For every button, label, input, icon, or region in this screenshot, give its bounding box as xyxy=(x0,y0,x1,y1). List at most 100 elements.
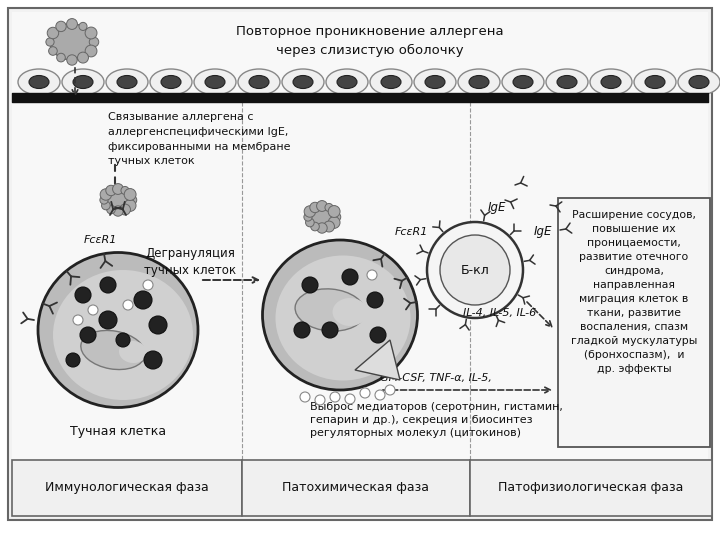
Circle shape xyxy=(149,316,167,334)
Text: Тучная клетка: Тучная клетка xyxy=(70,425,166,438)
Circle shape xyxy=(66,353,80,367)
Ellipse shape xyxy=(425,76,445,89)
Text: FcεR1: FcεR1 xyxy=(395,227,428,237)
Ellipse shape xyxy=(557,76,577,89)
Ellipse shape xyxy=(73,76,93,89)
Ellipse shape xyxy=(62,69,104,95)
Circle shape xyxy=(124,188,136,200)
Circle shape xyxy=(134,291,152,309)
Circle shape xyxy=(323,221,335,232)
Circle shape xyxy=(85,27,97,39)
Circle shape xyxy=(304,206,315,217)
Circle shape xyxy=(143,280,153,290)
Circle shape xyxy=(294,322,310,338)
Circle shape xyxy=(73,315,83,325)
Ellipse shape xyxy=(38,253,198,408)
Text: через слизистую оболочку: через слизистую оболочку xyxy=(276,43,464,57)
Circle shape xyxy=(331,212,341,222)
Ellipse shape xyxy=(50,24,94,60)
Circle shape xyxy=(57,53,66,62)
Circle shape xyxy=(385,385,395,395)
Ellipse shape xyxy=(238,69,280,95)
Circle shape xyxy=(46,38,54,46)
Circle shape xyxy=(120,204,130,215)
Ellipse shape xyxy=(381,76,401,89)
Circle shape xyxy=(370,327,386,343)
Ellipse shape xyxy=(53,270,193,400)
Ellipse shape xyxy=(104,189,132,211)
Ellipse shape xyxy=(370,69,412,95)
Circle shape xyxy=(375,390,385,400)
Circle shape xyxy=(360,388,370,398)
Text: Иммунологическая фаза: Иммунологическая фаза xyxy=(45,482,209,495)
Circle shape xyxy=(80,327,96,343)
Ellipse shape xyxy=(282,69,324,95)
Ellipse shape xyxy=(678,69,720,95)
Circle shape xyxy=(88,305,98,315)
Ellipse shape xyxy=(117,76,137,89)
Ellipse shape xyxy=(469,76,489,89)
Ellipse shape xyxy=(645,76,665,89)
Text: GM-CSF, TNF-α, IL-5,: GM-CSF, TNF-α, IL-5, xyxy=(380,373,492,383)
Circle shape xyxy=(100,189,112,200)
Circle shape xyxy=(78,52,89,63)
Ellipse shape xyxy=(29,76,49,89)
Text: IgE: IgE xyxy=(534,226,552,239)
Ellipse shape xyxy=(546,69,588,95)
Circle shape xyxy=(302,277,318,293)
Circle shape xyxy=(99,311,117,329)
Text: FcεR1: FcεR1 xyxy=(84,235,117,245)
FancyBboxPatch shape xyxy=(470,460,712,516)
Text: IL-4, IL-5, IL-6: IL-4, IL-5, IL-6 xyxy=(464,308,536,318)
Text: Патофизиологическая фаза: Патофизиологическая фаза xyxy=(498,482,684,495)
Circle shape xyxy=(75,287,91,303)
Circle shape xyxy=(89,37,99,47)
Circle shape xyxy=(317,200,328,212)
Ellipse shape xyxy=(150,69,192,95)
Circle shape xyxy=(107,205,115,214)
Ellipse shape xyxy=(293,76,313,89)
Circle shape xyxy=(112,184,123,194)
Circle shape xyxy=(106,185,116,195)
Ellipse shape xyxy=(308,206,336,228)
Text: IgE: IgE xyxy=(488,201,506,214)
Ellipse shape xyxy=(81,330,145,369)
Circle shape xyxy=(310,202,320,213)
Circle shape xyxy=(66,18,78,29)
Circle shape xyxy=(342,269,358,285)
Circle shape xyxy=(322,322,338,338)
Ellipse shape xyxy=(18,69,60,95)
Text: Выброс медиаторов (серотонин, гистамин,
гепарин и др.), секреция и биосинтез
рег: Выброс медиаторов (серотонин, гистамин, … xyxy=(310,402,563,438)
Circle shape xyxy=(67,55,77,65)
Circle shape xyxy=(328,217,340,228)
Circle shape xyxy=(304,213,312,221)
Circle shape xyxy=(85,45,97,57)
Ellipse shape xyxy=(263,240,418,390)
Ellipse shape xyxy=(295,289,365,331)
Ellipse shape xyxy=(601,76,621,89)
Ellipse shape xyxy=(590,69,632,95)
Ellipse shape xyxy=(119,341,147,363)
Ellipse shape xyxy=(414,69,456,95)
Circle shape xyxy=(100,277,116,293)
Circle shape xyxy=(367,292,383,308)
Circle shape xyxy=(345,394,355,404)
Circle shape xyxy=(144,351,162,369)
Circle shape xyxy=(367,270,377,280)
Text: Дегрануляция
тучных клеток: Дегрануляция тучных клеток xyxy=(144,247,236,277)
Ellipse shape xyxy=(502,69,544,95)
Ellipse shape xyxy=(333,298,367,326)
Circle shape xyxy=(79,22,87,30)
Text: Б-кл: Б-кл xyxy=(461,264,490,276)
Circle shape xyxy=(121,186,129,194)
FancyBboxPatch shape xyxy=(12,460,242,516)
Circle shape xyxy=(317,223,327,233)
FancyBboxPatch shape xyxy=(8,8,712,520)
Ellipse shape xyxy=(194,69,236,95)
Ellipse shape xyxy=(161,76,181,89)
Circle shape xyxy=(125,200,136,211)
Ellipse shape xyxy=(106,69,148,95)
Circle shape xyxy=(311,222,319,231)
Ellipse shape xyxy=(458,69,500,95)
Circle shape xyxy=(100,196,108,204)
